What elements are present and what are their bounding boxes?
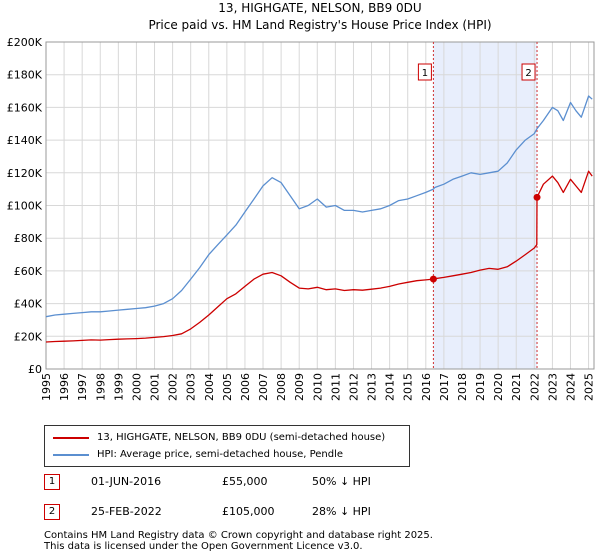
x-tick-label-2016: 2016: [420, 373, 433, 401]
transaction-hpi-1: 50% ↓ HPI: [312, 475, 371, 488]
transaction-date-2: 25-FEB-2022: [91, 505, 162, 518]
x-tick-label-2002: 2002: [167, 373, 180, 401]
x-tick-label-2010: 2010: [311, 373, 324, 401]
x-tick-label-2019: 2019: [474, 373, 487, 401]
x-tick-label-2009: 2009: [293, 373, 306, 401]
x-tick-label-2006: 2006: [239, 373, 252, 401]
x-tick-label-2012: 2012: [347, 373, 360, 401]
y-tick-label-8: £160K: [7, 101, 43, 114]
y-tick-label-9: £180K: [7, 69, 43, 82]
transaction-badge-1: 1: [44, 474, 60, 490]
chart-title: 13, HIGHGATE, NELSON, BB9 0DU: [218, 1, 421, 15]
transaction-date-1: 01-JUN-2016: [91, 475, 162, 488]
x-tick-label-1996: 1996: [58, 373, 71, 401]
sale-point-2: [533, 193, 541, 201]
series-line-hpi: [45, 95, 593, 318]
footer: Contains HM Land Registry data © Crown c…: [44, 530, 433, 552]
x-tick-label-1998: 1998: [94, 373, 107, 401]
transaction-price-2: £105,000: [222, 505, 275, 518]
legend: 13, HIGHGATE, NELSON, BB9 0DU (semi-deta…: [44, 425, 410, 467]
x-tick-label-2005: 2005: [221, 373, 234, 401]
y-tick-label-6: £120K: [7, 167, 43, 180]
y-tick-label-5: £100K: [7, 200, 43, 213]
x-tick-label-2001: 2001: [149, 373, 162, 401]
x-tick-label-2022: 2022: [528, 373, 541, 401]
y-tick-label-0: £0: [28, 363, 42, 376]
x-tick-label-2007: 2007: [257, 373, 270, 401]
transaction-price-1: £55,000: [222, 475, 268, 488]
annotation-box-1: [417, 63, 432, 81]
legend-label-property: 13, HIGHGATE, NELSON, BB9 0DU (semi-deta…: [97, 432, 386, 443]
y-tick-label-2: £40K: [14, 298, 43, 311]
x-tick-label-2017: 2017: [438, 373, 451, 401]
annotation-label-2: 2: [525, 68, 531, 79]
transaction-hpi-2: 28% ↓ HPI: [312, 505, 371, 518]
transaction-badge-2: 2: [44, 504, 60, 520]
x-tick-label-2018: 2018: [456, 373, 469, 401]
legend-swatch-hpi: [53, 454, 89, 456]
x-tick-label-2025: 2025: [583, 373, 596, 401]
x-tick-label-2015: 2015: [402, 373, 415, 401]
annotation-box-2: [521, 63, 536, 81]
x-tick-label-2004: 2004: [203, 373, 216, 401]
x-tick-label-2021: 2021: [510, 373, 523, 401]
x-tick-label-2011: 2011: [329, 373, 342, 401]
plot-border: [45, 41, 595, 370]
x-tick-label-2008: 2008: [275, 373, 288, 401]
legend-label-hpi: HPI: Average price, semi-detached house,…: [97, 449, 344, 460]
footer-licence: This data is licensed under the Open Gov…: [44, 541, 363, 552]
x-tick-label-2020: 2020: [492, 373, 505, 401]
x-tick-label-2014: 2014: [384, 373, 397, 401]
legend-item-property: 13, HIGHGATE, NELSON, BB9 0DU (semi-deta…: [53, 430, 385, 446]
series-line-property: [45, 170, 593, 343]
y-tick-label-7: £140K: [7, 134, 43, 147]
x-tick-label-2000: 2000: [130, 373, 143, 401]
x-tick-label-2024: 2024: [564, 373, 577, 401]
legend-swatch-property: [53, 437, 89, 439]
x-tick-label-1997: 1997: [76, 373, 89, 401]
sale-point-1: [429, 275, 437, 283]
x-tick-label-1995: 1995: [40, 373, 53, 401]
x-tick-label-2013: 2013: [366, 373, 379, 401]
x-tick-label-2023: 2023: [546, 373, 559, 401]
y-tick-label-10: £200K: [7, 36, 43, 49]
price-chart: 13, HIGHGATE, NELSON, BB9 0DU Price paid…: [7, 1, 596, 401]
x-tick-label-2003: 2003: [185, 373, 198, 401]
y-tick-label-1: £20K: [14, 330, 43, 343]
chart-subtitle: Price paid vs. HM Land Registry's House …: [148, 18, 491, 32]
y-tick-label-3: £60K: [14, 265, 43, 278]
annotation-label-1: 1: [422, 68, 428, 79]
x-tick-label-1999: 1999: [112, 373, 125, 401]
y-tick-label-4: £80K: [14, 232, 43, 245]
footer-copyright: Contains HM Land Registry data © Crown c…: [44, 530, 433, 541]
legend-item-hpi: HPI: Average price, semi-detached house,…: [53, 447, 343, 463]
